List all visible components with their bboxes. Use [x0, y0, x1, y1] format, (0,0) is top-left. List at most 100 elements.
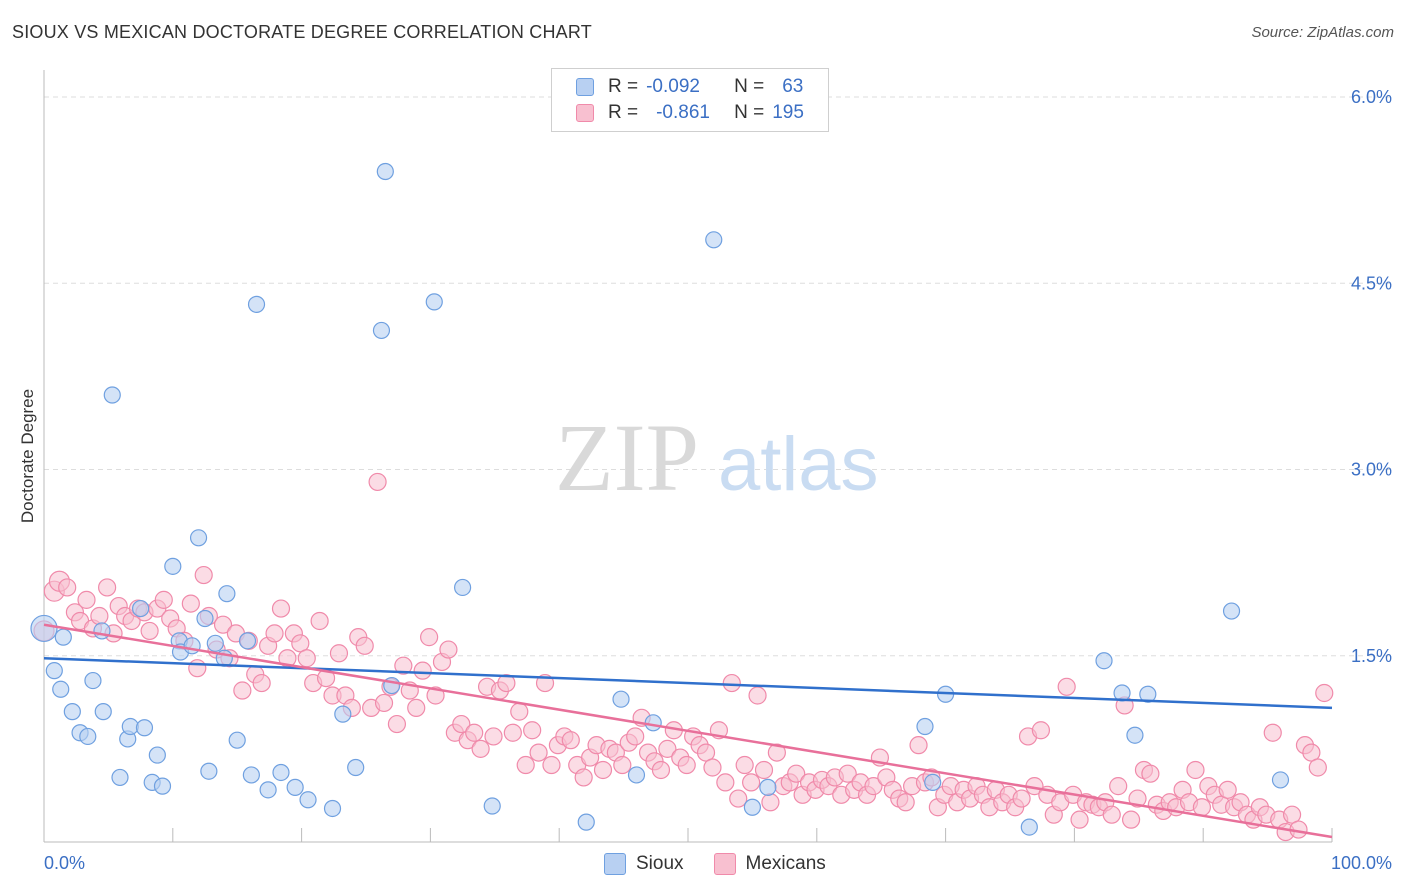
mexicans-point [497, 673, 516, 693]
sioux-point [132, 599, 150, 618]
r-label: R = [608, 102, 639, 123]
sioux-point [200, 762, 218, 780]
mexicans-point [677, 755, 696, 775]
y-tick-label: 1.5% [1351, 646, 1392, 666]
mexicans-point [613, 755, 632, 775]
watermark-zip: ZIP [555, 404, 699, 511]
mexicans-swatch [576, 104, 594, 122]
sioux-point [1271, 771, 1290, 789]
sioux-point [103, 386, 121, 404]
mexicans-point [761, 793, 780, 812]
sioux-points [30, 162, 1290, 836]
mexicans-point [140, 621, 159, 641]
n-value: 195 [772, 102, 804, 123]
mexicans-point [233, 681, 252, 700]
sioux-point [52, 680, 70, 698]
sioux-point [111, 768, 129, 787]
mexicans-point [213, 615, 233, 634]
x-tick-label: 0.0% [44, 853, 85, 873]
sioux-point [483, 797, 501, 815]
mexicans-point [1308, 758, 1327, 777]
sioux-point [238, 632, 257, 650]
mexicans-point [471, 739, 490, 758]
sioux-point [425, 293, 443, 311]
sioux-point [286, 778, 304, 796]
mexicans-trend-line [43, 623, 1333, 839]
r-value: -0.861 [656, 102, 710, 123]
sioux-point [30, 614, 58, 643]
mexicans-point [368, 472, 387, 492]
sioux-point [1020, 818, 1038, 836]
axes [43, 70, 1333, 843]
sioux-point [183, 637, 201, 655]
mexicans-point [329, 644, 349, 663]
mexicans-point [1121, 810, 1141, 829]
sioux-point [94, 703, 112, 721]
mexicans-point [387, 714, 407, 734]
sioux-point [247, 295, 266, 313]
sioux-point [347, 758, 365, 777]
mexicans-point [529, 743, 548, 762]
y-tick-label: 4.5% [1351, 273, 1392, 293]
mexicans-point [181, 594, 200, 613]
mexicans-point [896, 793, 915, 812]
sioux-point [84, 671, 102, 690]
mexicans-point [593, 760, 613, 780]
chart-title: SIOUX VS MEXICAN DOCTORATE DEGREE CORREL… [12, 22, 592, 42]
sioux-swatch [604, 853, 626, 875]
mexicans-point [413, 661, 432, 680]
mexicans-point [1315, 683, 1334, 703]
sioux-point [376, 162, 394, 181]
x-tick-label: 100.0% [1331, 853, 1392, 873]
sioux-point [1139, 685, 1157, 703]
r-value: -0.092 [646, 76, 700, 97]
sioux-point [323, 799, 342, 818]
mexicans-point [271, 599, 291, 618]
mexicans-point [864, 777, 883, 796]
sioux-point [121, 717, 139, 736]
mexicans-point [252, 673, 271, 693]
watermark-atlas: atlas [718, 422, 879, 507]
mexicans-point [787, 764, 806, 783]
sioux-point [242, 766, 260, 784]
n-label: N = [734, 76, 765, 97]
mexicans-point [355, 636, 374, 655]
sioux-point [79, 727, 97, 746]
sioux-point [454, 578, 472, 597]
mexicans-point [658, 739, 677, 758]
mexicans-point [1012, 789, 1031, 808]
sioux-point [63, 703, 81, 721]
sioux-point [54, 628, 72, 646]
mexicans-point [1109, 777, 1128, 796]
sioux-point [612, 690, 630, 708]
sioux-point [148, 746, 166, 764]
legend-item-sioux: Sioux [604, 853, 684, 875]
mexicans-point [484, 727, 503, 746]
mexicans-point [297, 649, 316, 668]
sioux-point [164, 557, 182, 575]
mexicans-point [194, 565, 213, 585]
sioux-point [228, 731, 246, 749]
mexicans-point [716, 773, 735, 792]
sioux-point [153, 777, 172, 795]
mexicans-point [516, 755, 535, 775]
trend-lines [43, 623, 1333, 839]
mexicans-point [838, 764, 857, 783]
sioux-point [45, 662, 63, 680]
sioux-point [627, 766, 646, 784]
n-label: N = [734, 102, 765, 123]
mexicans-point [1102, 805, 1121, 824]
y-tick-label: 6.0% [1351, 87, 1392, 107]
mexicans-point [58, 578, 77, 597]
sioux-point [196, 609, 214, 628]
mexicans-point [1186, 760, 1205, 780]
mexicans-point [561, 731, 580, 750]
sioux-point [218, 585, 236, 603]
mexicans-point [1070, 810, 1089, 829]
mexicans-point [465, 723, 484, 742]
mexicans-point [754, 760, 774, 780]
mexicans-point [722, 673, 741, 693]
mexicans-point [703, 758, 722, 777]
source-credit: Source: ZipAtlas.com [1251, 24, 1394, 41]
sioux-point [1095, 652, 1113, 670]
